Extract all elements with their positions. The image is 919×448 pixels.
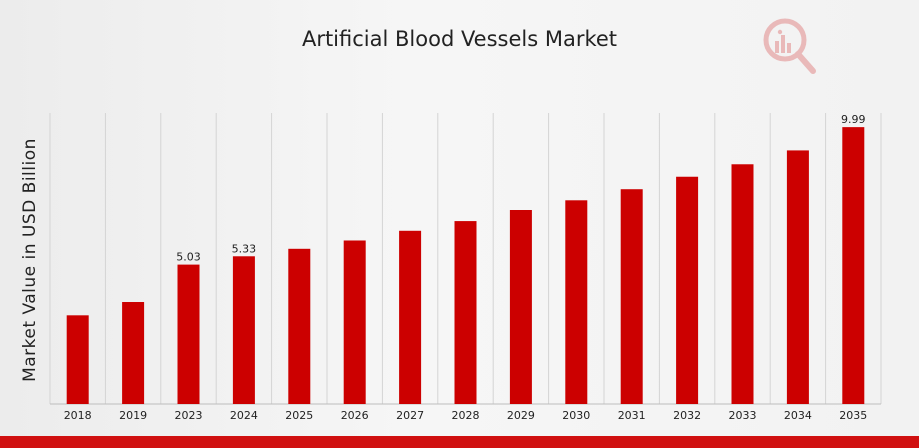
footer-accent-bar xyxy=(0,436,919,448)
bar-2018 xyxy=(66,315,89,404)
x-tick-label: 2023 xyxy=(175,409,203,422)
bar-2029 xyxy=(509,210,532,404)
x-tick-label: 2031 xyxy=(618,409,646,422)
x-tick-label: 2030 xyxy=(562,409,590,422)
x-tick-label: 2033 xyxy=(729,409,757,422)
bar-2024 xyxy=(232,256,255,404)
bar-2019 xyxy=(122,302,145,404)
chart-title: Artificial Blood Vessels Market xyxy=(301,27,618,51)
bar-2034 xyxy=(786,150,809,404)
bar-2033 xyxy=(731,164,754,404)
bar-2023 xyxy=(177,264,200,404)
x-tick-label: 2027 xyxy=(396,409,424,422)
bar-2026 xyxy=(343,240,366,404)
x-tick-label: 2035 xyxy=(839,409,867,422)
x-tick-label: 2028 xyxy=(452,409,480,422)
x-tick-label: 2019 xyxy=(119,409,147,422)
x-tick-label: 2032 xyxy=(673,409,701,422)
logo-icon xyxy=(760,15,820,82)
x-tick-label: 2026 xyxy=(341,409,369,422)
x-tick-label: 2025 xyxy=(285,409,313,422)
x-tick-label: 2029 xyxy=(507,409,535,422)
x-tick-label: 2024 xyxy=(230,409,258,422)
bar-2027 xyxy=(399,230,422,404)
bar-2031 xyxy=(620,189,643,404)
bar-2028 xyxy=(454,221,477,404)
data-label: 5.03 xyxy=(176,251,201,264)
bar-2025 xyxy=(288,248,311,404)
x-tick-label: 2034 xyxy=(784,409,812,422)
data-label: 9.99 xyxy=(841,113,866,126)
x-tick-label: 2018 xyxy=(64,409,92,422)
bar-2035 xyxy=(842,127,865,405)
data-label: 5.33 xyxy=(232,242,257,255)
bar-2030 xyxy=(565,200,588,404)
bar-2032 xyxy=(676,176,699,404)
